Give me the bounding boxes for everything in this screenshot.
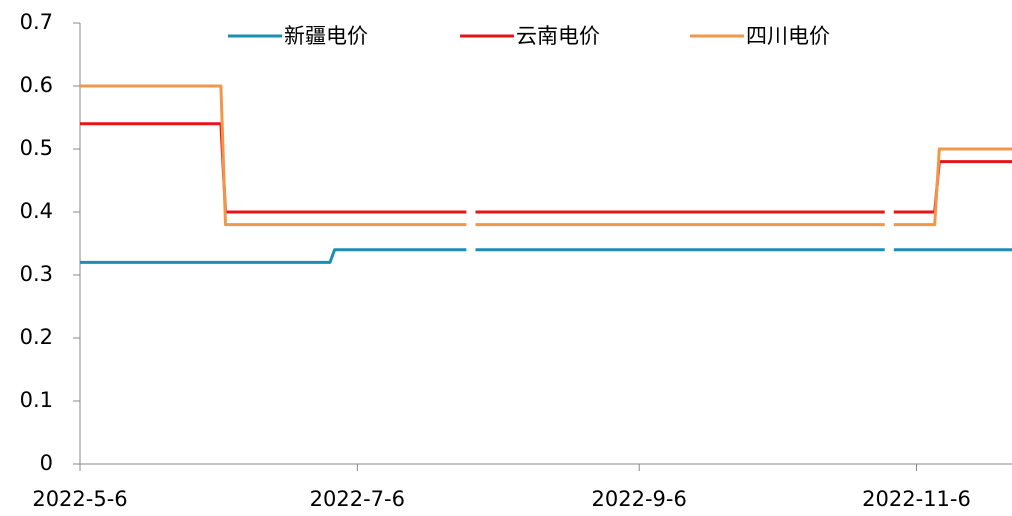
line-series [80, 122, 1012, 214]
y-tick-label: 0.7 [20, 10, 53, 34]
y-tick-label: 0.5 [20, 136, 53, 160]
y-tick-label: 0.4 [20, 199, 53, 223]
x-tick-label: 2022-7-6 [310, 487, 405, 511]
y-tick-label: 0.6 [20, 73, 53, 97]
legend-label: 云南电价 [516, 24, 600, 48]
x-tick-label: 2022-11-6 [862, 487, 971, 511]
y-tick-label: 0.1 [20, 388, 53, 412]
x-tick-label: 2022-5-6 [32, 487, 127, 511]
legend-label: 新疆电价 [284, 24, 368, 48]
x-tick-label: 2022-9-6 [592, 487, 687, 511]
y-tick-label: 0 [40, 451, 53, 475]
y-tick-label: 0.2 [20, 325, 53, 349]
line-series [80, 248, 1012, 264]
legend-label: 四川电价 [746, 24, 830, 48]
y-tick-label: 0.3 [20, 262, 53, 286]
line-series [80, 84, 1012, 227]
